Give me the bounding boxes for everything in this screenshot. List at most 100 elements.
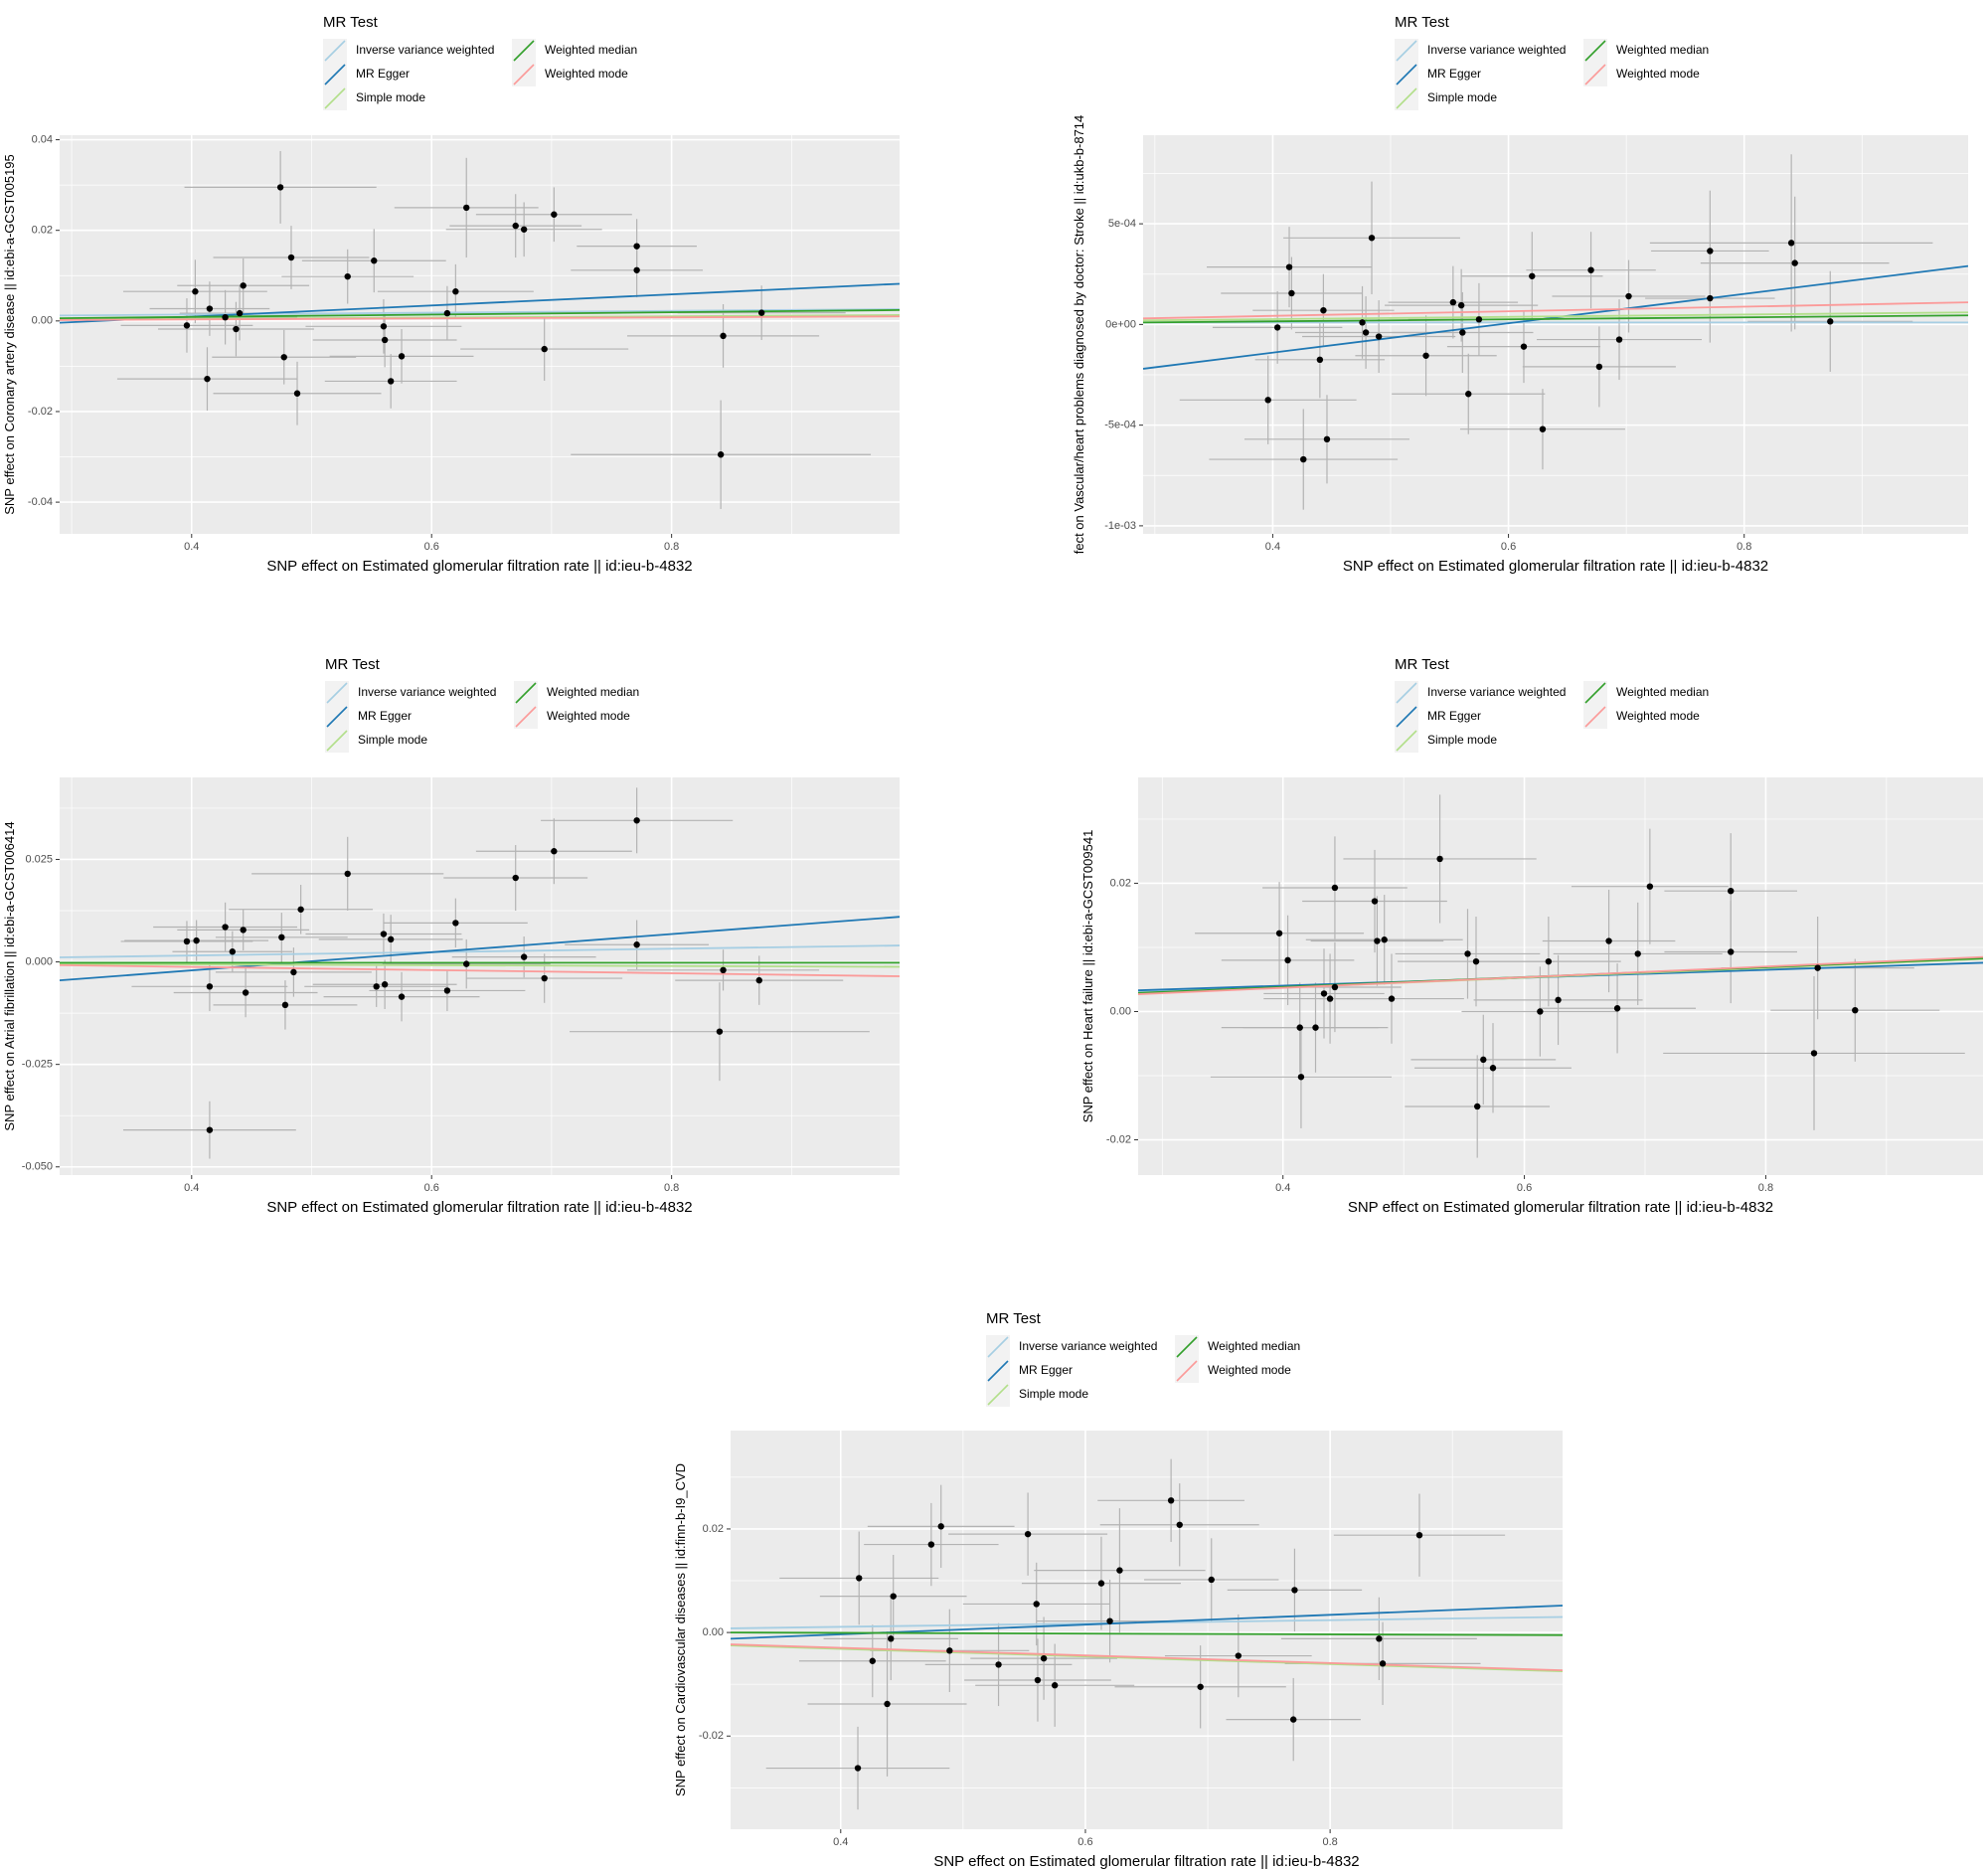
x-tick-label: 0.4 (1275, 1182, 1290, 1194)
data-point (512, 222, 519, 230)
y-tick-label: -0.02 (28, 406, 53, 418)
data-point (1388, 995, 1396, 1002)
legend-label: Simple mode (1019, 1387, 1088, 1401)
line-wmedian (731, 1631, 1563, 1636)
data-point (1312, 1024, 1319, 1031)
legend-label: Simple mode (358, 733, 427, 747)
legend-label: Simple mode (356, 90, 425, 104)
data-point (281, 1001, 289, 1009)
x-axis-label: SNP effect on Estimated glomerular filtr… (1348, 1199, 1773, 1216)
data-point (222, 924, 229, 931)
data-point (1297, 1074, 1305, 1081)
data-point (1827, 318, 1834, 325)
legend-label: Weighted mode (545, 67, 628, 81)
data-point (1285, 263, 1293, 270)
legend-key-line (324, 40, 346, 62)
data-point (1539, 425, 1547, 432)
legend-key-line (1396, 40, 1417, 62)
data-point (387, 378, 395, 385)
data-point (720, 332, 727, 340)
line-wmode (1138, 955, 1983, 995)
legend-key-line (987, 1360, 1009, 1382)
data-point (1810, 1050, 1818, 1057)
legend-key-line (1396, 87, 1417, 109)
legend-item-smode: Simple mode (1395, 729, 1497, 753)
line-ivw (60, 308, 900, 317)
data-point (1097, 1580, 1105, 1587)
line-smode (1143, 311, 1968, 322)
chart-panel-3: MR Test Inverse variance weighted MR Egger… (2, 656, 900, 1216)
plot-background (731, 1431, 1563, 1829)
data-point (1326, 995, 1334, 1002)
legend-key-line (1396, 730, 1417, 752)
legend-key-line (324, 87, 346, 109)
data-point (276, 184, 284, 191)
legend-label: MR Egger (358, 709, 412, 723)
legend-key-line (515, 682, 537, 704)
data-point (193, 936, 200, 944)
x-tick-label: 0.6 (1517, 1182, 1532, 1194)
data-point (1331, 983, 1339, 991)
legend-item-egger: MR Egger (323, 63, 410, 86)
data-point (380, 931, 388, 937)
data-point (1362, 329, 1370, 336)
regression-lines (60, 916, 900, 982)
data-point (463, 204, 470, 212)
data-point (1374, 937, 1381, 944)
data-point (398, 353, 406, 360)
data-point (1368, 235, 1376, 242)
data-point (344, 870, 351, 878)
legend-key-line (1396, 682, 1417, 704)
x-tick-label: 0.8 (1758, 1182, 1773, 1194)
data-point (1615, 336, 1623, 343)
legend-item-wmode: Weighted mode (1583, 705, 1700, 729)
data-point (1106, 1617, 1113, 1624)
data-point (633, 266, 640, 273)
legend-item-ivw: Inverse variance weighted (1395, 39, 1566, 63)
x-tick-label: 0.4 (833, 1836, 848, 1848)
data-point (1320, 306, 1327, 314)
legend-item-ivw: Inverse variance weighted (1395, 681, 1566, 705)
legend-label: Weighted mode (547, 709, 630, 723)
data-point (1034, 1676, 1042, 1684)
data-point (183, 322, 191, 329)
plot-background (1143, 135, 1968, 534)
data-point (1415, 1531, 1423, 1539)
data-point (1555, 996, 1562, 1004)
data-point (1291, 1587, 1298, 1594)
x-tick-label: 0.6 (1501, 541, 1516, 553)
line-smode (60, 962, 900, 968)
legend-key-line (326, 682, 348, 704)
legend-label: Weighted mode (1208, 1363, 1291, 1377)
legend-key-line (324, 64, 346, 85)
y-tick-label: -0.02 (699, 1730, 724, 1742)
data-point (242, 989, 249, 996)
legend-item-wmedian: Weighted median (1583, 681, 1709, 705)
data-point (884, 1700, 891, 1708)
legend: MR Test Inverse variance weighted MR Egger… (323, 14, 637, 110)
legend-item-ivw: Inverse variance weighted (323, 39, 494, 63)
data-point (1587, 266, 1594, 273)
legend-label: Weighted mode (1616, 67, 1700, 81)
data-point (1595, 363, 1603, 371)
legend-label: Simple mode (1427, 733, 1497, 747)
legend-title: MR Test (1395, 14, 1450, 31)
y-axis-label: SNP effect on Heart failure || id:ebi-a-… (1080, 830, 1095, 1123)
x-tick-label: 0.8 (664, 1182, 679, 1194)
data-point (1436, 855, 1443, 863)
data-points (1264, 235, 1834, 463)
data-point (1235, 1652, 1242, 1659)
chart-panel-2: MR Test Inverse variance weighted MR Egger… (1072, 14, 1968, 575)
data-point (222, 313, 229, 321)
data-points (1275, 855, 1859, 1110)
data-point (381, 981, 389, 988)
data-point (1472, 957, 1480, 965)
y-tick-label: -0.050 (22, 1161, 53, 1173)
legend-label: MR Egger (1427, 709, 1481, 723)
legend-item-wmedian: Weighted median (512, 39, 637, 63)
data-point (1475, 316, 1483, 323)
data-point (1852, 1006, 1859, 1014)
line-smode (731, 1644, 1563, 1673)
y-tick-label: 0.000 (25, 955, 53, 967)
legend-key-line (1584, 706, 1606, 728)
